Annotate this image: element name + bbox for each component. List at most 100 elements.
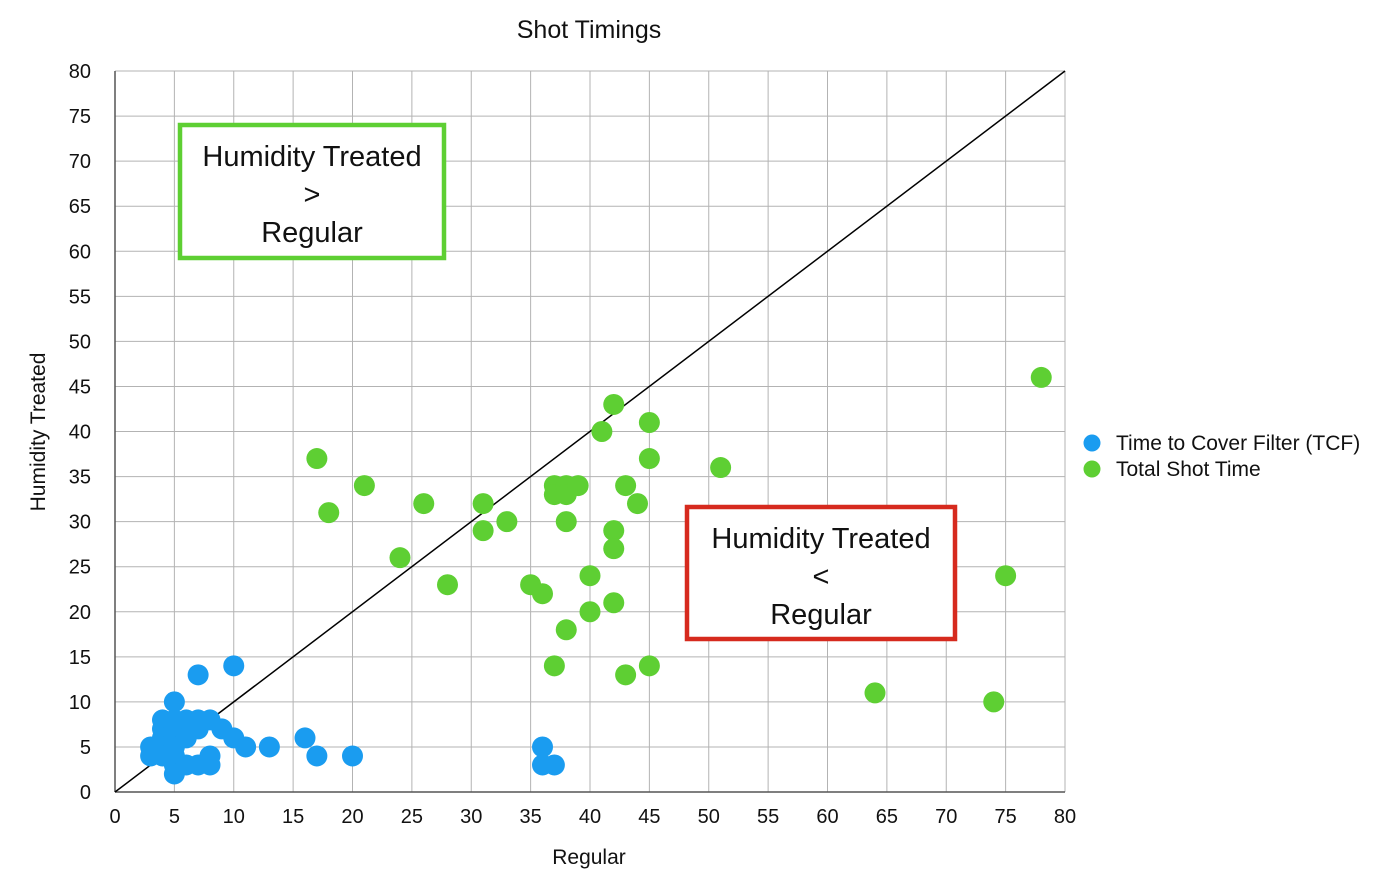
x-tick-label: 10 [223,806,245,828]
total-shot-time-point [603,393,625,415]
data-points [140,366,1052,785]
reference-line-group [114,70,1066,793]
total-shot-time-point [710,457,732,479]
total-shot-time-point [472,520,494,542]
x-tick-label: 70 [935,806,957,828]
total-shot-time-point [1030,366,1052,388]
upper-box-line: > [304,179,321,211]
tcf-point [342,745,363,767]
y-tick-label: 10 [69,692,91,714]
total-shot-time-point [555,511,577,533]
legend-label: Time to Cover Filter (TCF) [1116,432,1360,455]
lower-box-border [684,504,958,642]
total-shot-time-point [983,691,1005,713]
total-shot-time-point [389,547,411,569]
tcf-point [187,664,209,686]
lower-box-line: Regular [770,599,872,631]
total-shot-time-point [579,601,601,623]
tcf-point [258,736,280,758]
legend-swatch [1083,460,1101,478]
x-tick-label: 45 [638,806,660,828]
x-tick-label: 65 [876,806,898,828]
upper-box-line: Regular [261,217,363,249]
upper-box-border [177,122,447,261]
total-shot-time-point [555,619,577,641]
y-tick-label: 45 [69,376,91,398]
y-tick-label: 20 [69,602,91,624]
total-shot-time-point [306,448,328,470]
total-shot-time-point [615,664,637,686]
total-shot-time-point [638,411,660,433]
x-tick-label: 15 [282,806,304,828]
y-tick-label: 25 [69,557,91,579]
legend-swatch [1083,434,1101,452]
tcf-point [223,655,245,677]
y-axis-label: Humidity Treated [27,353,50,512]
x-tick-label: 35 [520,806,542,828]
total-shot-time-point [591,421,613,442]
y-axis-ticks: 0 5 10 15 20 25 30 35 40 45 50 55 60 65 70 75 80 [69,61,91,804]
tcf-point [543,754,565,776]
x-tick-label: 30 [460,806,482,828]
total-shot-time-point [638,655,660,677]
total-shot-time-point [413,493,435,515]
y-tick-label: 35 [69,467,91,489]
total-shot-time-point [532,583,553,605]
legend: Time to Cover Filter (TCF) Total Shot Tim… [1083,432,1360,481]
x-tick-label: 20 [341,806,363,828]
x-tick-label: 55 [757,806,779,828]
y-tick-label: 0 [80,782,91,804]
y-tick-label: 55 [69,286,91,308]
total-shot-time-point [995,565,1017,587]
tcf-point [235,736,257,758]
total-shot-time-point [638,448,660,470]
total-shot-time-point [318,502,340,524]
x-axis-label: Regular [552,846,626,869]
total-shot-time-point [472,493,494,515]
total-shot-time-point [603,538,625,560]
upper-box-line: Humidity Treated [202,141,421,173]
total-shot-time-point [496,511,518,533]
y-tick-label: 15 [69,647,91,669]
total-shot-time-point [603,592,625,614]
total-shot-time-point [627,493,648,515]
total-shot-time-point [567,475,589,497]
tcf-point [294,727,316,749]
y-tick-label: 50 [69,331,91,353]
y-tick-label: 30 [69,512,91,534]
x-tick-label: 25 [401,806,423,828]
lower-box-line: Humidity Treated [711,523,930,555]
total-shot-time-point [353,475,375,497]
total-shot-time-point [579,565,601,587]
x-tick-label: 5 [169,806,180,828]
y-tick-label: 60 [69,241,91,263]
y-tick-label: 65 [69,196,91,218]
x-tick-label: 75 [995,806,1017,828]
x-tick-label: 60 [816,806,838,828]
x-tick-label: 0 [109,806,120,828]
tcf-point [306,745,328,767]
y-tick-label: 40 [69,422,91,444]
total-shot-time-point [437,574,458,596]
total-shot-time-point [603,520,625,542]
legend-label: Total Shot Time [1116,458,1261,481]
y-tick-label: 80 [69,61,91,83]
reference-line [114,70,1066,793]
tcf-point [532,736,553,758]
x-tick-label: 40 [579,806,601,828]
x-tick-label: 80 [1054,806,1076,828]
chart-title: Shot Timings [517,16,662,44]
x-tick-label: 50 [698,806,720,828]
tcf-point [163,691,185,713]
y-tick-label: 70 [69,151,91,173]
y-tick-label: 75 [69,106,91,128]
x-axis-ticks: 0 5 10 15 20 25 30 35 40 45 50 55 60 65 70 75 80 [109,806,1076,828]
lower-box-line: < [813,561,830,593]
total-shot-time-point [615,475,637,497]
total-shot-time-point [543,655,565,677]
tcf-point [199,754,221,776]
total-shot-time-point [864,682,886,704]
annotation-boxes: Humidity Treated > Regular Humidity Treated… [177,122,958,642]
y-tick-label: 5 [80,737,91,759]
